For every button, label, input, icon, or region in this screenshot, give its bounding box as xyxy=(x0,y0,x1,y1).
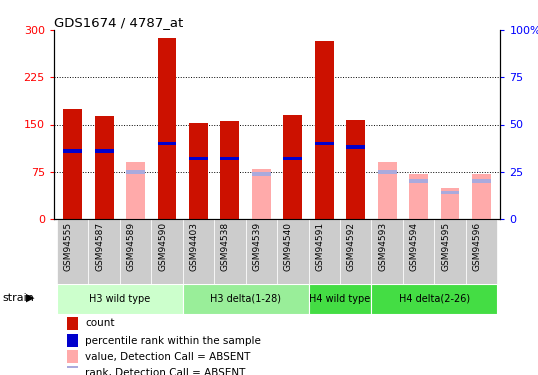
Bar xyxy=(409,179,428,183)
Text: GSM94540: GSM94540 xyxy=(284,222,293,271)
Text: GSM94593: GSM94593 xyxy=(378,222,387,272)
Bar xyxy=(63,109,82,219)
Text: strain: strain xyxy=(3,293,34,303)
Text: GDS1674 / 4787_at: GDS1674 / 4787_at xyxy=(54,16,183,29)
Bar xyxy=(189,123,208,219)
Text: percentile rank within the sample: percentile rank within the sample xyxy=(85,336,261,345)
Bar xyxy=(284,157,302,160)
Bar xyxy=(183,284,308,314)
Bar xyxy=(441,188,459,219)
Bar xyxy=(95,149,114,153)
Bar xyxy=(67,317,79,330)
Bar xyxy=(67,366,79,375)
Bar xyxy=(126,170,145,174)
Bar xyxy=(126,162,145,219)
Bar xyxy=(214,219,246,284)
Bar xyxy=(277,219,308,284)
Bar xyxy=(346,120,365,219)
Text: value, Detection Call = ABSENT: value, Detection Call = ABSENT xyxy=(85,352,250,362)
Bar xyxy=(472,179,491,183)
Bar xyxy=(378,162,397,219)
Text: GSM94538: GSM94538 xyxy=(221,222,230,272)
Text: GSM94591: GSM94591 xyxy=(315,222,324,272)
Text: ▶: ▶ xyxy=(26,293,34,303)
Bar xyxy=(434,219,466,284)
Text: GSM94539: GSM94539 xyxy=(252,222,261,272)
Bar xyxy=(315,41,334,219)
Bar xyxy=(189,157,208,160)
Bar xyxy=(346,145,365,149)
Text: GSM94589: GSM94589 xyxy=(126,222,136,272)
Text: GSM94590: GSM94590 xyxy=(158,222,167,272)
Text: count: count xyxy=(85,318,115,328)
Text: GSM94595: GSM94595 xyxy=(441,222,450,272)
Bar xyxy=(120,219,151,284)
Text: GSM94596: GSM94596 xyxy=(472,222,482,272)
Bar xyxy=(221,157,239,160)
Text: rank, Detection Call = ABSENT: rank, Detection Call = ABSENT xyxy=(85,368,245,375)
Bar xyxy=(158,38,176,219)
Bar xyxy=(151,219,183,284)
Text: GSM94403: GSM94403 xyxy=(189,222,199,271)
Bar xyxy=(378,170,397,174)
Text: GSM94587: GSM94587 xyxy=(95,222,104,272)
Bar xyxy=(221,121,239,219)
Bar xyxy=(67,350,79,363)
Bar xyxy=(308,219,340,284)
Bar xyxy=(88,219,120,284)
Bar xyxy=(371,219,403,284)
Bar xyxy=(252,172,271,176)
Bar xyxy=(466,219,497,284)
Bar xyxy=(57,219,88,284)
Text: H4 delta(2-26): H4 delta(2-26) xyxy=(399,294,470,304)
Text: H3 delta(1-28): H3 delta(1-28) xyxy=(210,294,281,304)
Bar xyxy=(284,115,302,219)
Bar xyxy=(246,219,277,284)
Text: GSM94555: GSM94555 xyxy=(63,222,73,272)
Bar xyxy=(315,141,334,145)
Bar xyxy=(441,190,459,194)
Bar xyxy=(183,219,214,284)
Bar xyxy=(67,334,79,347)
Bar xyxy=(57,284,183,314)
Bar xyxy=(252,169,271,219)
Bar xyxy=(371,284,497,314)
Text: GSM94594: GSM94594 xyxy=(409,222,419,271)
Bar xyxy=(472,174,491,219)
Bar xyxy=(95,116,114,219)
Bar xyxy=(308,284,371,314)
Bar xyxy=(158,141,176,145)
Text: H3 wild type: H3 wild type xyxy=(89,294,151,304)
Bar xyxy=(403,219,434,284)
Bar xyxy=(340,219,371,284)
Bar xyxy=(63,149,82,153)
Text: H4 wild type: H4 wild type xyxy=(309,294,371,304)
Text: GSM94592: GSM94592 xyxy=(346,222,356,271)
Bar xyxy=(409,174,428,219)
